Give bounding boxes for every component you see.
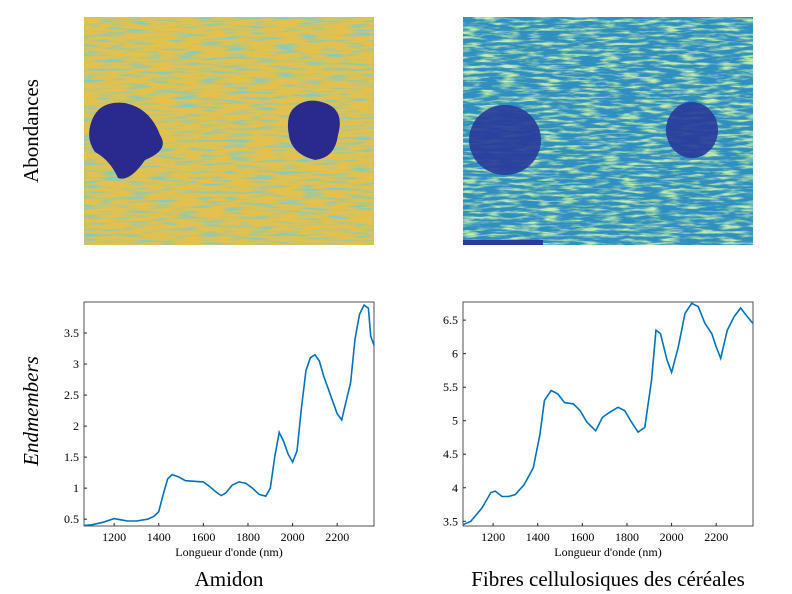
row-label: Endmembers bbox=[19, 356, 43, 467]
x-tick-label: 1200 bbox=[102, 530, 126, 544]
y-tick-label: 0.5 bbox=[64, 512, 79, 526]
abundance-map bbox=[84, 17, 374, 245]
abundance-map bbox=[463, 17, 753, 245]
y-tick-label: 4 bbox=[452, 481, 458, 495]
y-tick-label: 5.5 bbox=[443, 380, 458, 394]
y-tick-label: 1 bbox=[73, 481, 79, 495]
y-tick-label: 3 bbox=[73, 357, 79, 371]
row-label: Abondances bbox=[19, 79, 43, 183]
y-tick-label: 6.5 bbox=[443, 313, 458, 327]
x-tick-label: 1600 bbox=[191, 530, 215, 544]
x-tick-label: 2000 bbox=[281, 530, 305, 544]
x-tick-label: 2200 bbox=[325, 530, 349, 544]
x-tick-label: 2000 bbox=[660, 530, 684, 544]
x-tick-label: 1800 bbox=[615, 530, 639, 544]
data-line bbox=[83, 303, 375, 527]
column-label: Fibres cellulosiques des céréales bbox=[471, 567, 745, 591]
x-axis-label: Longueur d'onde (nm) bbox=[175, 545, 282, 559]
x-axis-label: Longueur d'onde (nm) bbox=[554, 545, 661, 559]
y-tick-label: 4.5 bbox=[443, 447, 458, 461]
y-tick-label: 3.5 bbox=[443, 514, 458, 528]
x-tick-label: 1400 bbox=[147, 530, 171, 544]
y-tick-label: 1.5 bbox=[64, 450, 79, 464]
x-tick-label: 1400 bbox=[526, 530, 550, 544]
plot-frame bbox=[83, 301, 375, 527]
y-tick-label: 3.5 bbox=[64, 326, 79, 340]
data-line bbox=[462, 302, 754, 526]
y-tick-label: 6 bbox=[452, 347, 458, 361]
x-tick-label: 2200 bbox=[704, 530, 728, 544]
x-tick-label: 1200 bbox=[481, 530, 505, 544]
column-label: Amidon bbox=[195, 567, 264, 591]
x-tick-label: 1600 bbox=[570, 530, 594, 544]
y-tick-label: 2.5 bbox=[64, 388, 79, 402]
y-tick-label: 5 bbox=[452, 414, 458, 428]
plot-frame bbox=[462, 301, 754, 527]
x-tick-label: 1800 bbox=[236, 530, 260, 544]
y-tick-label: 2 bbox=[73, 419, 79, 433]
